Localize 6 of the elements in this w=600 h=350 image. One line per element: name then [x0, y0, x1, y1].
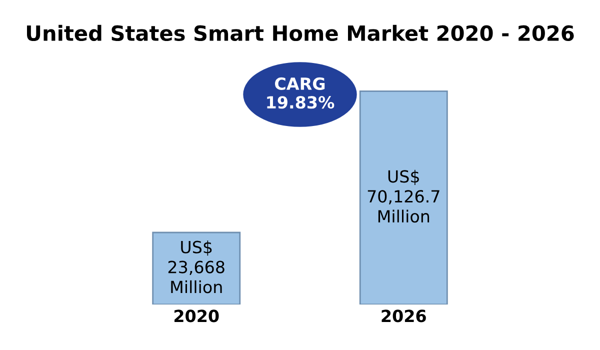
x-tick-label: 2020 [174, 310, 219, 322]
data-label: US$ 23,668 Million [168, 240, 224, 294]
chart-title: United States Smart Home Market 2020 - 2026 [27, 24, 574, 42]
annotation: CARG 19.83% [267, 77, 334, 109]
x-tick-label: 2026 [382, 310, 426, 322]
data-label: US$ 70,126.7 Million [368, 170, 440, 223]
